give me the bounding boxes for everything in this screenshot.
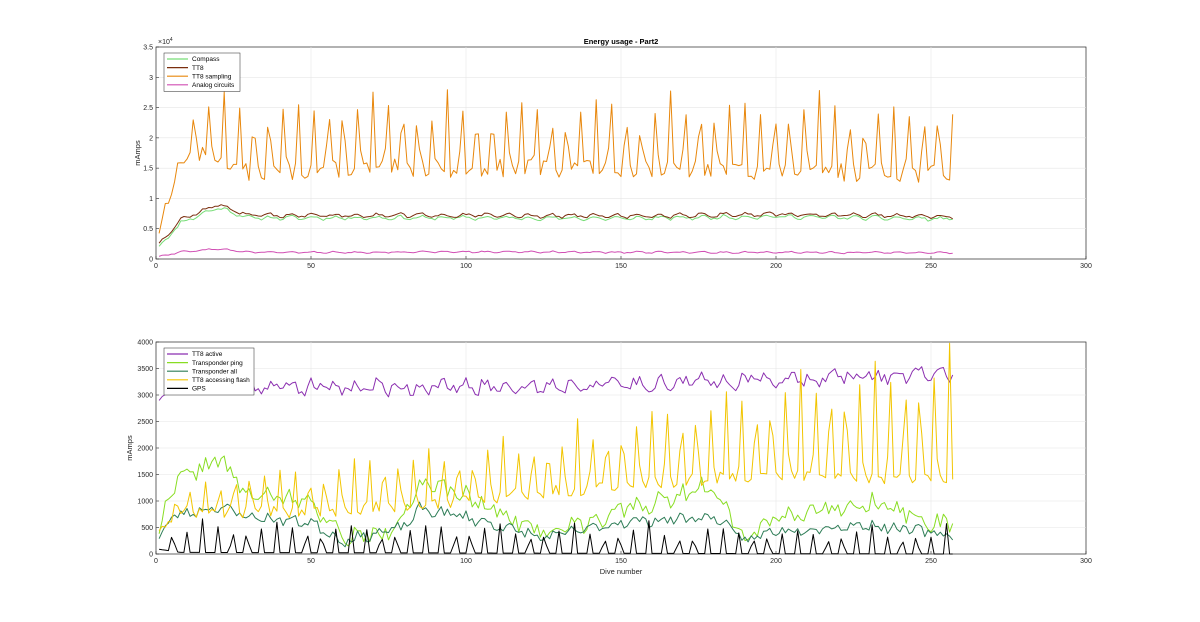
- y-tick-label: 3.5: [143, 45, 153, 52]
- x-tick-label: 300: [1080, 558, 1092, 565]
- x-tick-label: 50: [307, 263, 315, 270]
- y-tick-label: 2000: [137, 446, 153, 453]
- ticks-bottom: 0 50 100 150 200 250 3000500100015002000250030…: [137, 340, 1092, 566]
- y-tick-label: 1.5: [143, 166, 153, 173]
- x-tick-label: 250: [925, 263, 937, 270]
- y-tick-label: 0: [149, 257, 153, 264]
- series-line-transponder-all: [158, 501, 954, 548]
- series-line-tt8: [158, 204, 953, 244]
- series-line-tt8-accessing-flash: [158, 342, 954, 531]
- y-axis-label-top: mAmps: [133, 140, 142, 166]
- y-tick-label: 2: [149, 135, 153, 142]
- y-tick-label: 3: [149, 75, 153, 82]
- y-tick-label: 500: [141, 525, 153, 532]
- x-tick-label: 200: [770, 263, 782, 270]
- y-tick-label: 2500: [137, 419, 153, 426]
- x-tick-label: 250: [925, 558, 937, 565]
- y-tick-label: 1000: [137, 499, 153, 506]
- legend-label: Transponder all: [192, 368, 237, 375]
- legend-label: GPS: [192, 386, 206, 393]
- ticks-top: 0 50 100 150 200 250 300 0 0.5 1 1.5 2 2.5 3 3.5: [143, 45, 1092, 271]
- series-line-tt8-active: [158, 366, 954, 401]
- x-tick-label: 0: [154, 558, 158, 565]
- y-tick-label: 3000: [137, 393, 153, 400]
- y-tick-label: 1500: [137, 472, 153, 479]
- x-tick-label: 100: [460, 263, 472, 270]
- x-tick-label: 300: [1080, 263, 1092, 270]
- legend-label: TT8: [192, 65, 204, 72]
- y-axis-label-bottom: mAmps: [125, 435, 134, 461]
- y-exponent-label: ×104: [158, 37, 173, 46]
- grid-top: [156, 47, 1086, 259]
- y-tick-label: 4000: [137, 340, 153, 347]
- y-exponent-base: ×10: [158, 39, 170, 46]
- y-tick-label: 3500: [137, 366, 153, 373]
- chart-title: Energy usage - Part2: [584, 37, 659, 46]
- chart-bottom: 0 50 100 150 200 250 3000500100015002000250030…: [125, 340, 1092, 577]
- series-line-analog-circuits: [158, 248, 953, 257]
- y-tick-label: 0: [149, 552, 153, 559]
- x-tick-label: 200: [770, 558, 782, 565]
- x-axis-label-bottom: Dive number: [600, 567, 643, 576]
- legend-label: Transponder ping: [192, 360, 243, 367]
- y-tick-label: 1: [149, 196, 153, 203]
- series-line-gps: [159, 518, 953, 555]
- legend-label: TT8 sampling: [192, 73, 232, 80]
- chart-top: 0 50 100 150 200 250 300 0 0.5 1 1.5 2 2.5 3 3.5 Energ…: [133, 37, 1092, 270]
- legend-label: Analog circuits: [192, 82, 235, 89]
- legend-label: TT8 active: [192, 351, 223, 358]
- y-exponent-power: 4: [170, 37, 173, 43]
- x-tick-label: 0: [154, 263, 158, 270]
- x-tick-label: 150: [615, 263, 627, 270]
- series-line-tt8-sampling: [158, 89, 954, 234]
- x-tick-label: 100: [460, 558, 472, 565]
- series-group-bottom: [158, 342, 954, 555]
- x-tick-label: 150: [615, 558, 627, 565]
- x-tick-label: 50: [307, 558, 315, 565]
- series-line-transponder-ping: [158, 455, 954, 547]
- series-group-top: [158, 89, 954, 257]
- y-tick-label: 0.5: [143, 226, 153, 233]
- legend-label: TT8 accessing flash: [192, 377, 250, 384]
- series-line-compass: [158, 207, 953, 247]
- y-tick-label: 2.5: [143, 105, 153, 112]
- legend-label: Compass: [192, 56, 220, 63]
